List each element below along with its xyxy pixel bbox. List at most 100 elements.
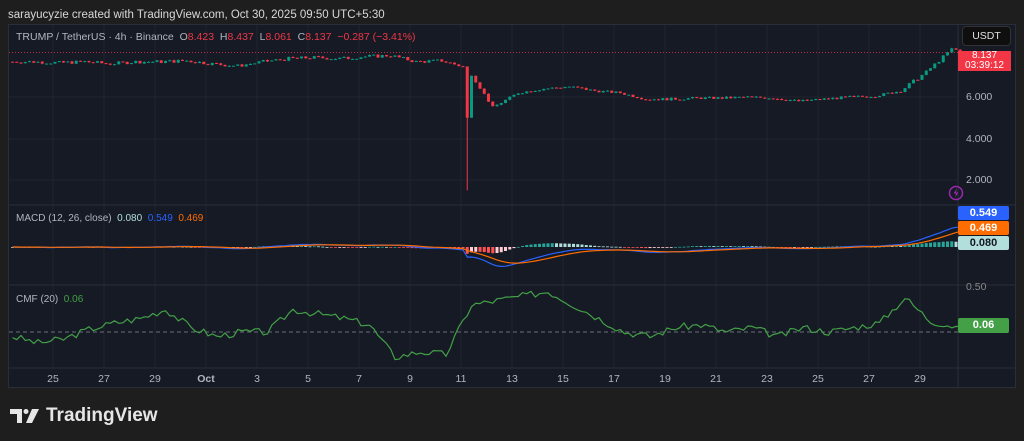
macd-histogram-bar: [954, 241, 958, 247]
candle-body: [193, 62, 197, 64]
candle-body: [287, 56, 291, 61]
macd-histogram-bar: [240, 247, 244, 248]
candle-body: [691, 97, 694, 99]
macd-title: MACD (12, 26, close): [16, 213, 112, 224]
candle-body: [397, 55, 401, 58]
candle-body: [890, 92, 894, 94]
time-tick: Oct: [197, 373, 215, 385]
symbol-name: TRUMP / TetherUS · 4h · Binance: [16, 31, 174, 43]
macd-histogram-bar: [304, 246, 308, 247]
candle-body: [283, 59, 286, 61]
candle-body: [771, 98, 775, 100]
candle-body: [644, 99, 648, 101]
macd-histogram-bar: [895, 246, 898, 247]
lightning-icon[interactable]: [948, 185, 964, 201]
macd-hist-tag: 0.080: [958, 236, 1009, 250]
candle-body: [708, 96, 711, 98]
candle-body: [933, 63, 937, 69]
low-label: L: [259, 31, 266, 43]
macd-histogram-bar: [308, 246, 312, 248]
currency-button[interactable]: USDT: [962, 26, 1011, 46]
macd-histogram-bar: [453, 247, 456, 248]
macd-histogram-bar: [525, 245, 529, 247]
candle-body: [601, 90, 605, 93]
cmf-legend: CMF (20) 0.06: [16, 294, 83, 305]
candle-body: [198, 61, 201, 63]
macd-histogram-bar: [342, 247, 346, 248]
candle-body: [482, 88, 486, 94]
candle-body: [810, 99, 813, 101]
macd-histogram-bar: [907, 245, 911, 247]
candle-body: [270, 60, 274, 62]
macd-histogram-bar: [788, 247, 792, 248]
time-tick: 17: [608, 373, 620, 385]
price-tick: 2.000: [966, 174, 993, 186]
macd-histogram-bar: [682, 246, 686, 248]
candle-body: [508, 96, 512, 100]
candle-body: [291, 56, 295, 58]
macd-histogram-bar: [257, 246, 261, 248]
candle-body: [495, 104, 499, 107]
candle-body: [478, 82, 482, 89]
candle-body: [703, 97, 707, 99]
macd-histogram-bar: [312, 246, 316, 248]
candle-body: [954, 48, 958, 50]
candle-body: [36, 61, 40, 63]
candle-body: [929, 68, 932, 71]
tradingview-logo-icon: [10, 409, 39, 423]
candle-body: [784, 99, 788, 101]
candle-body: [848, 95, 852, 97]
macd-histogram-bar: [759, 246, 762, 248]
candle-body: [912, 79, 915, 84]
candle-body: [266, 60, 269, 62]
open-value: 8.423: [187, 31, 215, 43]
candle-body: [614, 91, 618, 93]
candle-body: [62, 61, 65, 63]
cmf-value: 0.06: [63, 294, 84, 305]
candle-body: [159, 60, 163, 63]
candle-body: [274, 59, 278, 61]
candle-body: [15, 61, 19, 63]
close-label: C: [297, 31, 306, 43]
time-tick: 23: [761, 373, 773, 385]
macd-histogram-bar: [512, 247, 516, 249]
candle-body: [780, 98, 784, 100]
chart-credit: sarayucyzie created with TradingView.com…: [8, 9, 385, 21]
macd-histogram-bar: [746, 246, 750, 247]
candle-body: [363, 56, 367, 58]
macd-histogram-bar: [873, 246, 877, 248]
macd-histogram-bar: [678, 246, 682, 248]
macd-histogram-bar: [699, 246, 703, 247]
macd-histogram-bar: [691, 246, 694, 248]
macd-histogram-bar: [737, 246, 741, 247]
candle-body: [776, 98, 779, 100]
macd-histogram-bar: [461, 247, 465, 249]
macd-histogram-bar: [495, 247, 499, 254]
candle-body: [117, 61, 121, 65]
macd-histogram-bar: [627, 247, 631, 248]
candle-body: [759, 96, 762, 98]
candle-body: [725, 96, 728, 99]
macd-histogram-bar: [363, 247, 367, 248]
candle-body: [176, 59, 180, 63]
macd-histogram-bar: [538, 243, 541, 247]
time-tick: 21: [710, 373, 722, 385]
candle-body: [49, 63, 53, 65]
macd-histogram-bar: [555, 243, 558, 247]
macd-histogram-bar: [631, 247, 635, 248]
candle-body: [423, 61, 427, 63]
macd-histogram-bar: [521, 245, 524, 247]
candle-body: [457, 64, 461, 67]
macd-histogram-bar: [618, 246, 622, 248]
candle-body: [589, 89, 592, 91]
candle-body: [355, 58, 359, 60]
macd-histogram-bar: [610, 246, 614, 248]
candle-body: [869, 97, 873, 99]
macd-signal-value: 0.469: [178, 213, 204, 224]
macd-histogram-bar: [351, 247, 354, 248]
candle-body: [742, 96, 745, 98]
macd-histogram-bar: [729, 246, 733, 248]
change-value: −0.287 (−3.41%): [337, 31, 416, 43]
macd-histogram-bar: [814, 246, 818, 248]
